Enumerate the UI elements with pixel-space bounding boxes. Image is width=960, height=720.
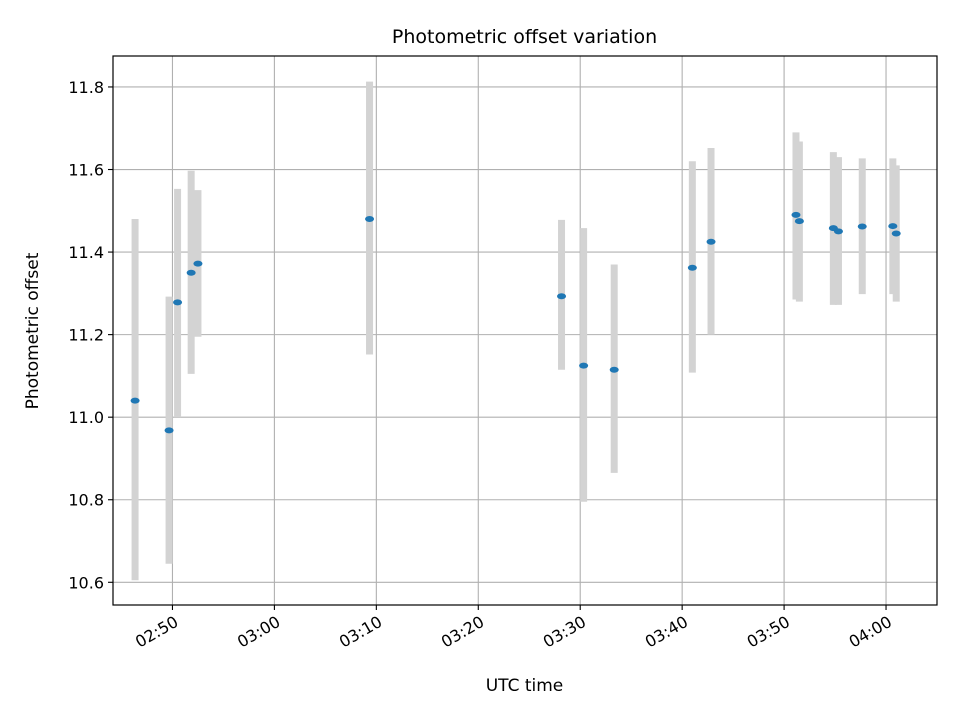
y-tick-label: 11.4 xyxy=(68,243,104,262)
data-point xyxy=(791,211,801,218)
data-point xyxy=(579,362,589,369)
data-point xyxy=(186,269,196,276)
data-point xyxy=(365,216,375,223)
data-point xyxy=(857,223,867,230)
y-tick-label: 11.6 xyxy=(68,161,104,180)
data-point xyxy=(130,397,140,404)
y-tick-label: 10.6 xyxy=(68,573,104,592)
data-point xyxy=(706,238,716,245)
x-axis-label: UTC time xyxy=(486,676,564,696)
plot-frame xyxy=(112,55,938,606)
y-tick-label: 11.8 xyxy=(68,78,104,97)
chart-title: Photometric offset variation xyxy=(392,26,657,48)
data-point xyxy=(173,299,183,306)
data-point xyxy=(891,230,901,237)
data-points xyxy=(130,211,901,434)
data-point xyxy=(557,293,567,300)
data-point xyxy=(164,427,174,434)
data-point xyxy=(687,264,697,271)
y-axis-ticks: 10.6 10.8 11.0 11.2 11.4 11.6 11.8 xyxy=(68,78,113,592)
y-tick-label: 11.0 xyxy=(68,408,104,427)
y-axis-label: Photometric offset xyxy=(23,252,43,409)
data-point xyxy=(193,260,203,267)
data-point xyxy=(609,366,619,373)
y-tick-label: 10.8 xyxy=(68,491,104,510)
data-point xyxy=(794,218,804,225)
data-point xyxy=(888,223,898,230)
y-tick-label: 11.2 xyxy=(68,326,104,345)
data-point xyxy=(833,228,843,235)
